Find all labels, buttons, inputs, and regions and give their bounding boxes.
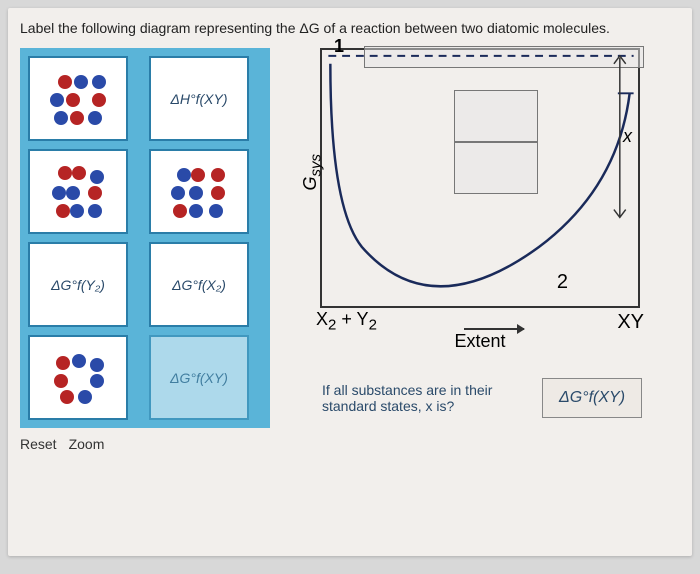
label-2: 2 [557, 271, 568, 294]
tile-dg-xy-ghost[interactable]: ΔG°f(XY) [149, 335, 249, 420]
chart-box: 1 x 2 Gsys X2 + Y2 XY Extent [320, 48, 640, 308]
energy-curve [322, 50, 638, 306]
answer-drop-box[interactable]: ΔG°f(XY) [542, 378, 642, 418]
x-arrow-icon [464, 328, 524, 330]
molecule-icon [169, 162, 229, 222]
x-left-label: X2 + Y2 [316, 309, 377, 334]
main-panel: Label the following diagram representing… [8, 8, 692, 556]
tile-label: ΔH°f(XY) [171, 91, 228, 107]
y-axis-label: Gsys [300, 154, 325, 191]
tile-dh-xy[interactable]: ΔH°f(XY) [149, 56, 249, 141]
prompt-text: Label the following diagram representing… [20, 20, 680, 36]
tile-molecule-3[interactable] [149, 149, 249, 234]
molecule-icon [48, 69, 108, 129]
x-right-label: XY [617, 311, 644, 334]
tile-label: ΔG°f(Y₂) [51, 277, 105, 293]
tile-dg-y2[interactable]: ΔG°f(Y₂) [28, 242, 128, 327]
tiles-panel: ΔH°f(XY) [20, 48, 270, 428]
tile-molecule-2[interactable] [28, 149, 128, 234]
x-mid-label: Extent [454, 331, 505, 352]
note-row: If all substances are in their standard … [322, 378, 680, 418]
left-col: ΔH°f(XY) [20, 48, 270, 452]
tile-dg-x2[interactable]: ΔG°f(X₂) [149, 242, 249, 327]
chart-panel: 1 x 2 Gsys X2 + Y2 XY Extent [282, 48, 680, 452]
x-bracket-label: x [623, 126, 632, 147]
button-row: Reset Zoom [20, 436, 270, 452]
molecule-icon [48, 348, 108, 408]
tile-label: ΔG°f(X₂) [172, 277, 226, 293]
zoom-button[interactable]: Zoom [69, 436, 105, 452]
tile-molecule-4[interactable] [28, 335, 128, 420]
content-row: ΔH°f(XY) [20, 48, 680, 452]
tile-molecule-1[interactable] [28, 56, 128, 141]
tile-label: ΔG°f(XY) [170, 370, 228, 386]
reset-button[interactable]: Reset [20, 436, 57, 452]
molecule-icon [48, 162, 108, 222]
note-text: If all substances are in their standard … [322, 382, 522, 414]
